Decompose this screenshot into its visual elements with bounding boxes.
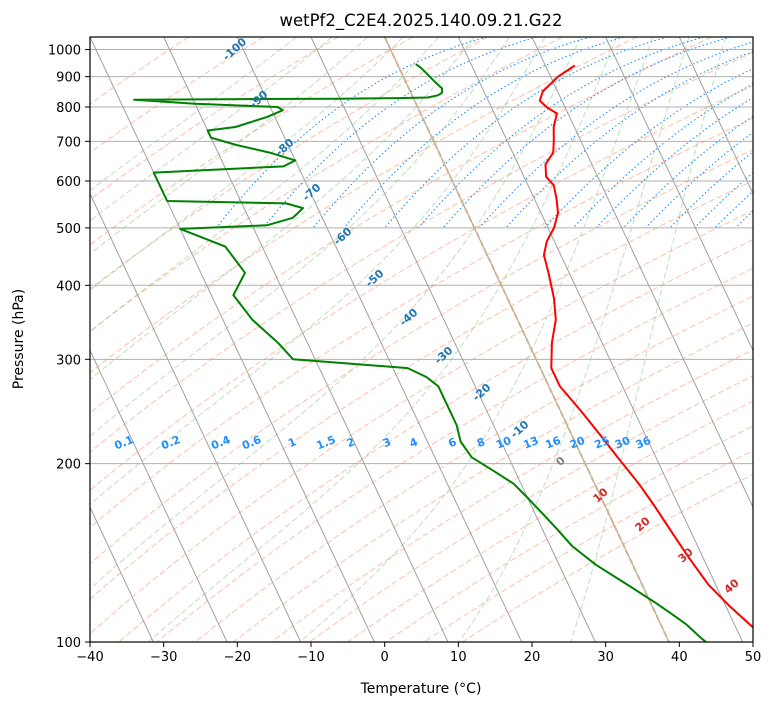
y-axis-label: Pressure (hPa) xyxy=(11,289,27,389)
dry-adiabat xyxy=(90,37,339,201)
x-tick-label: −30 xyxy=(150,650,177,665)
mixing-ratio-label: 2 xyxy=(345,435,357,450)
mixing-ratio-lines xyxy=(215,37,753,229)
mixing-ratio-label: 36 xyxy=(634,434,653,452)
sounding-profiles xyxy=(133,63,753,642)
y-tick-label: 300 xyxy=(56,353,81,368)
x-axis-label: Temperature (°C) xyxy=(360,681,482,697)
dry-adiabat xyxy=(118,239,753,642)
mixing-ratio-line xyxy=(215,37,487,229)
isotherm-line xyxy=(90,506,154,642)
isotherm-line xyxy=(531,37,753,509)
moist-adiabat xyxy=(90,37,582,590)
moist-adiabat xyxy=(90,37,475,381)
mixing-ratio-label: 25 xyxy=(593,434,612,452)
mixing-ratio-line xyxy=(595,97,753,229)
moist-adiabat xyxy=(299,37,654,642)
mixing-ratio-line xyxy=(343,37,624,229)
y-tick-label: 800 xyxy=(56,101,81,116)
mixing-ratio-line xyxy=(312,37,591,229)
dry-adiabat xyxy=(90,37,712,414)
isotherm-lines xyxy=(90,37,753,642)
y-tick-label: 400 xyxy=(56,279,81,294)
mixing-ratio-line xyxy=(544,68,753,229)
y-tick-label: 100 xyxy=(56,636,81,651)
mixing-ratio-label: 20 xyxy=(568,434,587,452)
dry-adiabat xyxy=(90,37,638,374)
mixing-ratio-line xyxy=(572,83,753,229)
x-tick-label: −40 xyxy=(76,650,103,665)
mixing-ratio-label: 13 xyxy=(521,434,540,452)
mixing-ratio-line xyxy=(505,50,753,229)
y-tick-label: 700 xyxy=(56,135,81,150)
y-axis: 100 200 300 400 500 600 700 800 900 1000 xyxy=(48,44,90,651)
dry-adiabat xyxy=(156,267,753,642)
mixing-ratio-label: 30 xyxy=(613,434,632,452)
x-tick-label: −20 xyxy=(224,650,251,665)
x-tick-label: 20 xyxy=(524,650,541,665)
mixing-ratio-label: 3 xyxy=(381,435,393,450)
isotherm-line xyxy=(90,349,228,642)
moist-adiabat xyxy=(90,37,333,222)
dry-adiabat xyxy=(90,180,753,600)
dewpoint-profile xyxy=(133,63,707,642)
dry-adiabat xyxy=(232,322,753,642)
dry-adiabat xyxy=(90,37,190,105)
x-tick-label: 30 xyxy=(597,650,614,665)
mixing-ratio-label: 1 xyxy=(286,435,298,450)
isotherm-line xyxy=(90,192,302,642)
dry-adiabat xyxy=(90,51,753,453)
x-tick-label: 40 xyxy=(671,650,688,665)
chart-title: wetPf2_C2E4.2025.140.09.21.G22 xyxy=(279,11,562,31)
mixing-ratio-line xyxy=(478,41,753,229)
zero-isotherm-line xyxy=(383,37,670,642)
moist-adiabat xyxy=(90,37,439,333)
temperature-profile xyxy=(538,64,753,629)
moist-adiabat xyxy=(90,37,369,255)
isotherm-line xyxy=(236,37,523,642)
x-tick-label: 50 xyxy=(745,650,762,665)
isotherm-line xyxy=(605,37,753,352)
dry-adiabat xyxy=(90,37,563,333)
isotherm-line xyxy=(678,37,753,195)
mixing-ratio-label: 10 xyxy=(494,434,513,452)
dry-adiabat xyxy=(271,349,753,642)
mixing-ratio-line xyxy=(442,37,731,229)
x-tick-label: 0 xyxy=(381,650,389,665)
mixing-ratio-label: 8 xyxy=(475,435,487,450)
moist-adiabat xyxy=(147,37,618,642)
x-tick-label: −10 xyxy=(297,650,324,665)
isotherm-line xyxy=(310,37,596,642)
moist-adiabat xyxy=(90,37,546,506)
x-tick-label: 10 xyxy=(450,650,467,665)
y-tick-label: 500 xyxy=(56,222,81,237)
mixing-ratio-line xyxy=(669,151,753,229)
isotherm-line xyxy=(90,37,375,642)
y-tick-label: 1000 xyxy=(48,44,81,59)
y-tick-label: 900 xyxy=(56,71,81,86)
x-axis: −40 −30 −20 −10 0 10 20 30 40 50 xyxy=(76,642,761,665)
y-tick-label: 600 xyxy=(56,175,81,190)
moist-adiabat xyxy=(90,37,510,437)
mixing-ratio-line xyxy=(384,37,668,229)
y-tick-label: 200 xyxy=(56,458,81,473)
dry-adiabat xyxy=(194,295,753,642)
isotherm-line xyxy=(457,37,744,642)
plot-frame xyxy=(89,36,754,643)
moist-adiabat-lines xyxy=(90,37,727,642)
mixing-ratio-label: 16 xyxy=(544,434,563,452)
moist-adiabat xyxy=(570,37,727,642)
